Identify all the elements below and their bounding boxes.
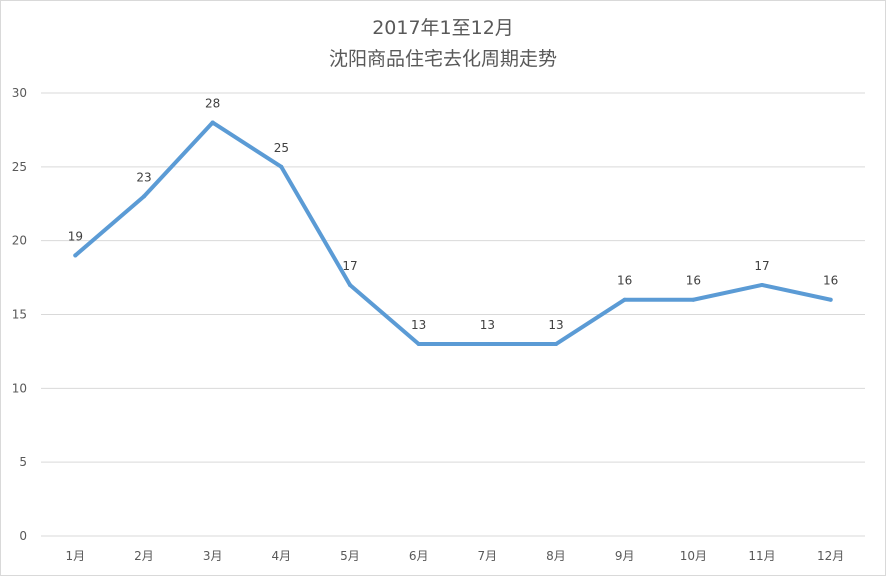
y-tick-label: 20 bbox=[12, 234, 27, 248]
y-tick-label: 10 bbox=[12, 381, 27, 395]
x-tick-label: 2月 bbox=[134, 549, 154, 563]
data-point bbox=[348, 282, 352, 287]
y-tick-label: 25 bbox=[12, 160, 27, 174]
data-point bbox=[554, 342, 558, 347]
data-point bbox=[279, 164, 284, 169]
x-tick-label: 10月 bbox=[680, 549, 707, 563]
data-label: 13 bbox=[480, 318, 495, 332]
data-label: 23 bbox=[136, 170, 151, 184]
x-tick-label: 4月 bbox=[272, 549, 292, 563]
data-point bbox=[760, 282, 764, 287]
data-label: 13 bbox=[411, 318, 426, 332]
data-point bbox=[416, 342, 421, 347]
data-point bbox=[622, 297, 627, 302]
data-label: 25 bbox=[274, 141, 289, 155]
x-tick-label: 6月 bbox=[409, 549, 429, 563]
data-point bbox=[691, 297, 696, 302]
x-tick-label: 12月 bbox=[817, 549, 844, 563]
chart-title-line-2: 沈阳商品住宅去化周期走势 bbox=[328, 48, 557, 70]
data-point bbox=[828, 297, 833, 302]
x-tick-label: 11月 bbox=[748, 549, 775, 563]
data-label: 13 bbox=[548, 318, 563, 332]
data-point bbox=[73, 253, 78, 258]
y-tick-label: 5 bbox=[19, 455, 27, 469]
x-tick-label: 1月 bbox=[66, 549, 86, 563]
y-axis-tick-labels: 0 5 10 15 20 25 30 bbox=[12, 86, 27, 543]
data-point bbox=[142, 194, 146, 199]
x-tick-label: 5月 bbox=[340, 549, 360, 563]
chart-title-line-1: 2017年1至12月 bbox=[372, 17, 514, 39]
x-tick-label: 8月 bbox=[546, 549, 566, 563]
data-point bbox=[210, 120, 215, 125]
y-tick-label: 0 bbox=[19, 529, 27, 543]
gridlines bbox=[41, 92, 865, 537]
data-label: 28 bbox=[205, 97, 220, 111]
data-label: 19 bbox=[68, 229, 83, 243]
data-labels: 19 23 28 25 17 13 13 13 16 16 17 16 bbox=[68, 97, 839, 332]
x-tick-label: 9月 bbox=[615, 549, 635, 563]
data-label: 16 bbox=[686, 274, 701, 288]
y-tick-label: 30 bbox=[12, 86, 27, 100]
data-label: 16 bbox=[617, 274, 632, 288]
data-point bbox=[485, 342, 490, 347]
data-series bbox=[73, 120, 833, 347]
data-label: 16 bbox=[823, 274, 838, 288]
x-axis-tick-labels: 1月 2月 3月 4月 5月 6月 7月 8月 9月 10月 11月 12月 bbox=[66, 549, 845, 563]
data-label: 17 bbox=[342, 259, 357, 273]
x-tick-label: 3月 bbox=[203, 549, 223, 563]
chart-title: 2017年1至12月 沈阳商品住宅去化周期走势 bbox=[1, 13, 885, 75]
series-line bbox=[73, 120, 833, 347]
x-tick-label: 7月 bbox=[478, 549, 498, 563]
data-label: 17 bbox=[754, 259, 769, 273]
y-tick-label: 15 bbox=[12, 308, 27, 322]
